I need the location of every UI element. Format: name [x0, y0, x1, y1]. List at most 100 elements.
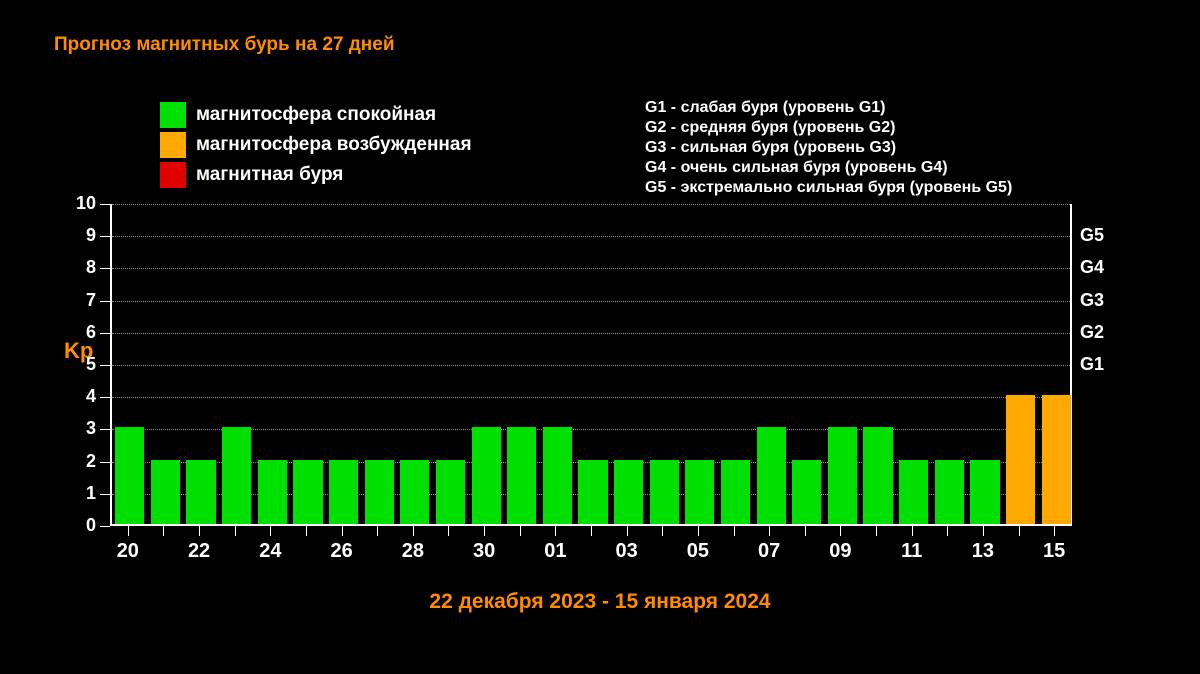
- bar: [543, 427, 572, 524]
- y-tick-mark: [100, 462, 110, 463]
- bar: [507, 427, 536, 524]
- legend-g-line: G5 - экстремально сильная буря (уровень …: [645, 178, 1012, 198]
- bar: [436, 460, 465, 524]
- x-tick-mark: [413, 526, 414, 536]
- legend-g-line: G4 - очень сильная буря (уровень G4): [645, 158, 1012, 178]
- bar: [578, 460, 607, 524]
- bar: [685, 460, 714, 524]
- legend-row: магнитосфера возбужденная: [160, 130, 472, 160]
- legend-swatch: [160, 162, 186, 188]
- legend-label: магнитосфера спокойная: [196, 104, 436, 126]
- y-tick-label: 9: [66, 225, 96, 246]
- gridline: [112, 301, 1070, 302]
- x-tick-label: 09: [829, 540, 851, 563]
- x-tick-mark: [306, 526, 307, 536]
- x-tick-label: 11: [901, 540, 922, 563]
- x-tick-label: 22: [188, 540, 210, 563]
- x-tick-label: 28: [402, 540, 424, 563]
- chart-plot-area: [110, 204, 1072, 526]
- g-level-label: G5: [1080, 225, 1104, 246]
- y-tick-mark: [100, 397, 110, 398]
- bar: [151, 460, 180, 524]
- y-tick-label: 8: [66, 257, 96, 278]
- y-tick-label: 7: [66, 290, 96, 311]
- legend-label: магнитная буря: [196, 164, 343, 186]
- legend-color-key: магнитосфера спокойная магнитосфера возб…: [160, 100, 472, 190]
- bar: [935, 460, 964, 524]
- bar: [186, 460, 215, 524]
- bar: [899, 460, 928, 524]
- legend-g-line: G1 - слабая буря (уровень G1): [645, 98, 1012, 118]
- x-tick-mark: [163, 526, 164, 536]
- x-tick-mark: [947, 526, 948, 536]
- legend-g-line: G3 - сильная буря (уровень G3): [645, 138, 1012, 158]
- bar: [614, 460, 643, 524]
- y-tick-mark: [100, 333, 110, 334]
- x-tick-mark: [698, 526, 699, 536]
- gridline: [112, 204, 1070, 205]
- x-tick-mark: [342, 526, 343, 536]
- gridline: [112, 333, 1070, 334]
- y-tick-mark: [100, 429, 110, 430]
- bar: [1006, 395, 1035, 524]
- x-tick-mark: [377, 526, 378, 536]
- gridline: [112, 397, 1070, 398]
- bar: [1042, 395, 1071, 524]
- bar: [222, 427, 251, 524]
- x-tick-label: 07: [758, 540, 780, 563]
- g-level-label: G3: [1080, 290, 1104, 311]
- bar: [115, 427, 144, 524]
- y-tick-mark: [100, 494, 110, 495]
- x-tick-mark: [983, 526, 984, 536]
- x-tick-label: 20: [117, 540, 139, 563]
- x-tick-mark: [128, 526, 129, 536]
- x-tick-mark: [235, 526, 236, 536]
- x-tick-label: 13: [972, 540, 994, 563]
- x-tick-mark: [520, 526, 521, 536]
- y-tick-label: 6: [66, 322, 96, 343]
- x-tick-label: 01: [544, 540, 566, 563]
- bar: [863, 427, 892, 524]
- bar: [650, 460, 679, 524]
- g-level-label: G1: [1080, 354, 1104, 375]
- y-tick-label: 3: [66, 418, 96, 439]
- y-tick-label: 2: [66, 451, 96, 472]
- legend-swatch: [160, 102, 186, 128]
- y-tick-label: 1: [66, 483, 96, 504]
- bar: [970, 460, 999, 524]
- y-tick-mark: [100, 365, 110, 366]
- x-axis-range-label: 22 декабря 2023 - 15 января 2024: [0, 590, 1200, 614]
- bar: [757, 427, 786, 524]
- legend-row: магнитная буря: [160, 160, 472, 190]
- bar: [472, 427, 501, 524]
- legend-g-line: G2 - средняя буря (уровень G2): [645, 118, 1012, 138]
- g-level-label: G4: [1080, 257, 1104, 278]
- legend-row: магнитосфера спокойная: [160, 100, 472, 130]
- y-tick-label: 5: [66, 354, 96, 375]
- y-tick-mark: [100, 301, 110, 302]
- gridline: [112, 365, 1070, 366]
- x-tick-mark: [591, 526, 592, 536]
- x-tick-label: 15: [1043, 540, 1065, 563]
- y-tick-label: 10: [66, 193, 96, 214]
- x-tick-mark: [662, 526, 663, 536]
- y-tick-mark: [100, 526, 110, 527]
- legend-g-levels: G1 - слабая буря (уровень G1) G2 - средн…: [645, 98, 1012, 198]
- bar: [400, 460, 429, 524]
- g-level-label: G2: [1080, 322, 1104, 343]
- y-tick-label: 0: [66, 515, 96, 536]
- x-tick-label: 24: [259, 540, 281, 563]
- x-tick-label: 26: [330, 540, 352, 563]
- x-tick-mark: [199, 526, 200, 536]
- bar: [258, 460, 287, 524]
- bar: [721, 460, 750, 524]
- gridline: [112, 268, 1070, 269]
- y-tick-mark: [100, 236, 110, 237]
- x-tick-mark: [448, 526, 449, 536]
- bar: [293, 460, 322, 524]
- legend-label: магнитосфера возбужденная: [196, 134, 472, 156]
- bar: [828, 427, 857, 524]
- bar: [365, 460, 394, 524]
- x-tick-mark: [1054, 526, 1055, 536]
- x-tick-mark: [555, 526, 556, 536]
